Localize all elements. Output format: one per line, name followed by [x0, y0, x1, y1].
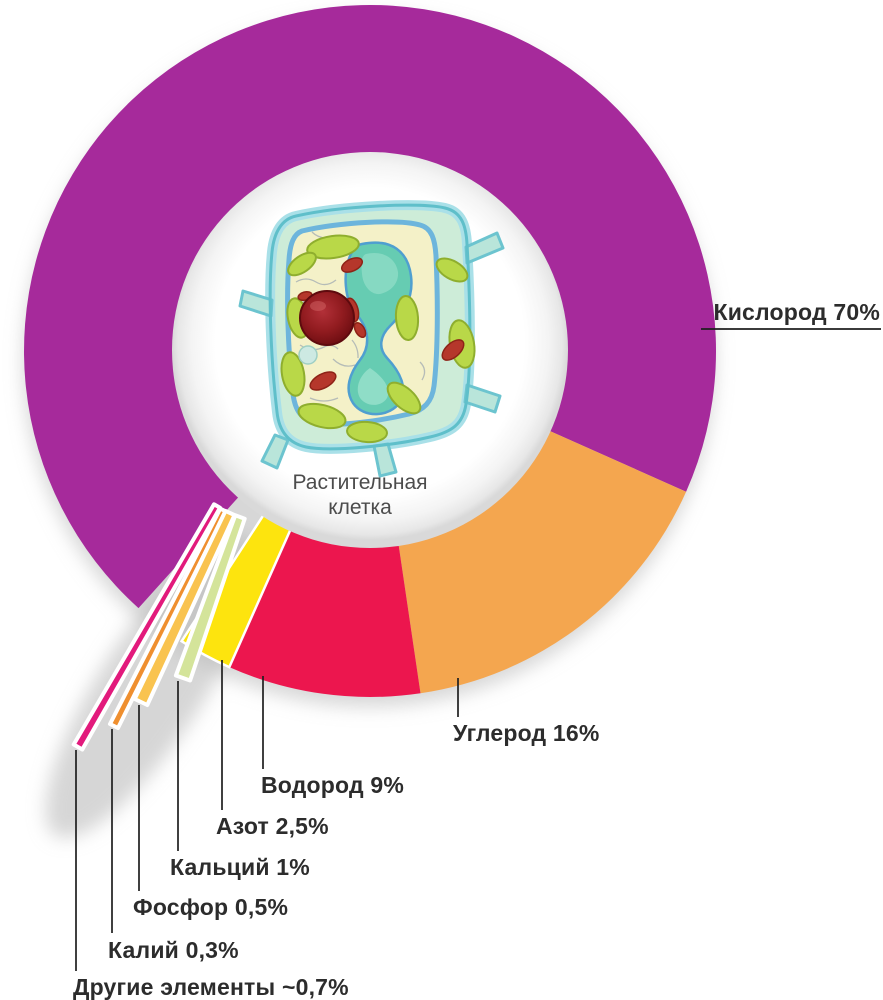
- vacuole-highlight: [357, 368, 389, 405]
- slice-calcium: [173, 513, 247, 683]
- label-carbon: Углерод 16%: [453, 720, 600, 746]
- nucleus: [299, 290, 355, 346]
- plant-cell-illustration: [238, 200, 505, 478]
- label-hydrogen: Водород 9%: [261, 772, 405, 798]
- center-caption-line1: Растительная: [292, 471, 428, 494]
- exploded-slivers: [71, 502, 247, 752]
- slice-phosphorus: [132, 508, 237, 707]
- vesicle: [298, 345, 318, 365]
- nucleus-highlight: [310, 301, 326, 311]
- center-caption-line2: клетка: [328, 495, 392, 519]
- label-other: Другие элементы ~0,7%: [73, 974, 349, 1000]
- vacuole-highlight-top: [361, 252, 399, 295]
- slice-other-elements: [71, 502, 222, 752]
- label-phosphorus: Фосфор 0,5%: [133, 894, 289, 920]
- center-caption: Растительная клетка: [276, 471, 444, 521]
- label-nitrogen: Азот 2,5%: [216, 813, 329, 839]
- label-potassium: Калий 0,3%: [108, 937, 239, 963]
- label-calcium: Кальций 1%: [170, 854, 310, 880]
- leader-lines: [75, 328, 881, 971]
- cell-wall-inner-line: [268, 203, 472, 451]
- label-oxygen: Кислород 70%: [713, 299, 880, 325]
